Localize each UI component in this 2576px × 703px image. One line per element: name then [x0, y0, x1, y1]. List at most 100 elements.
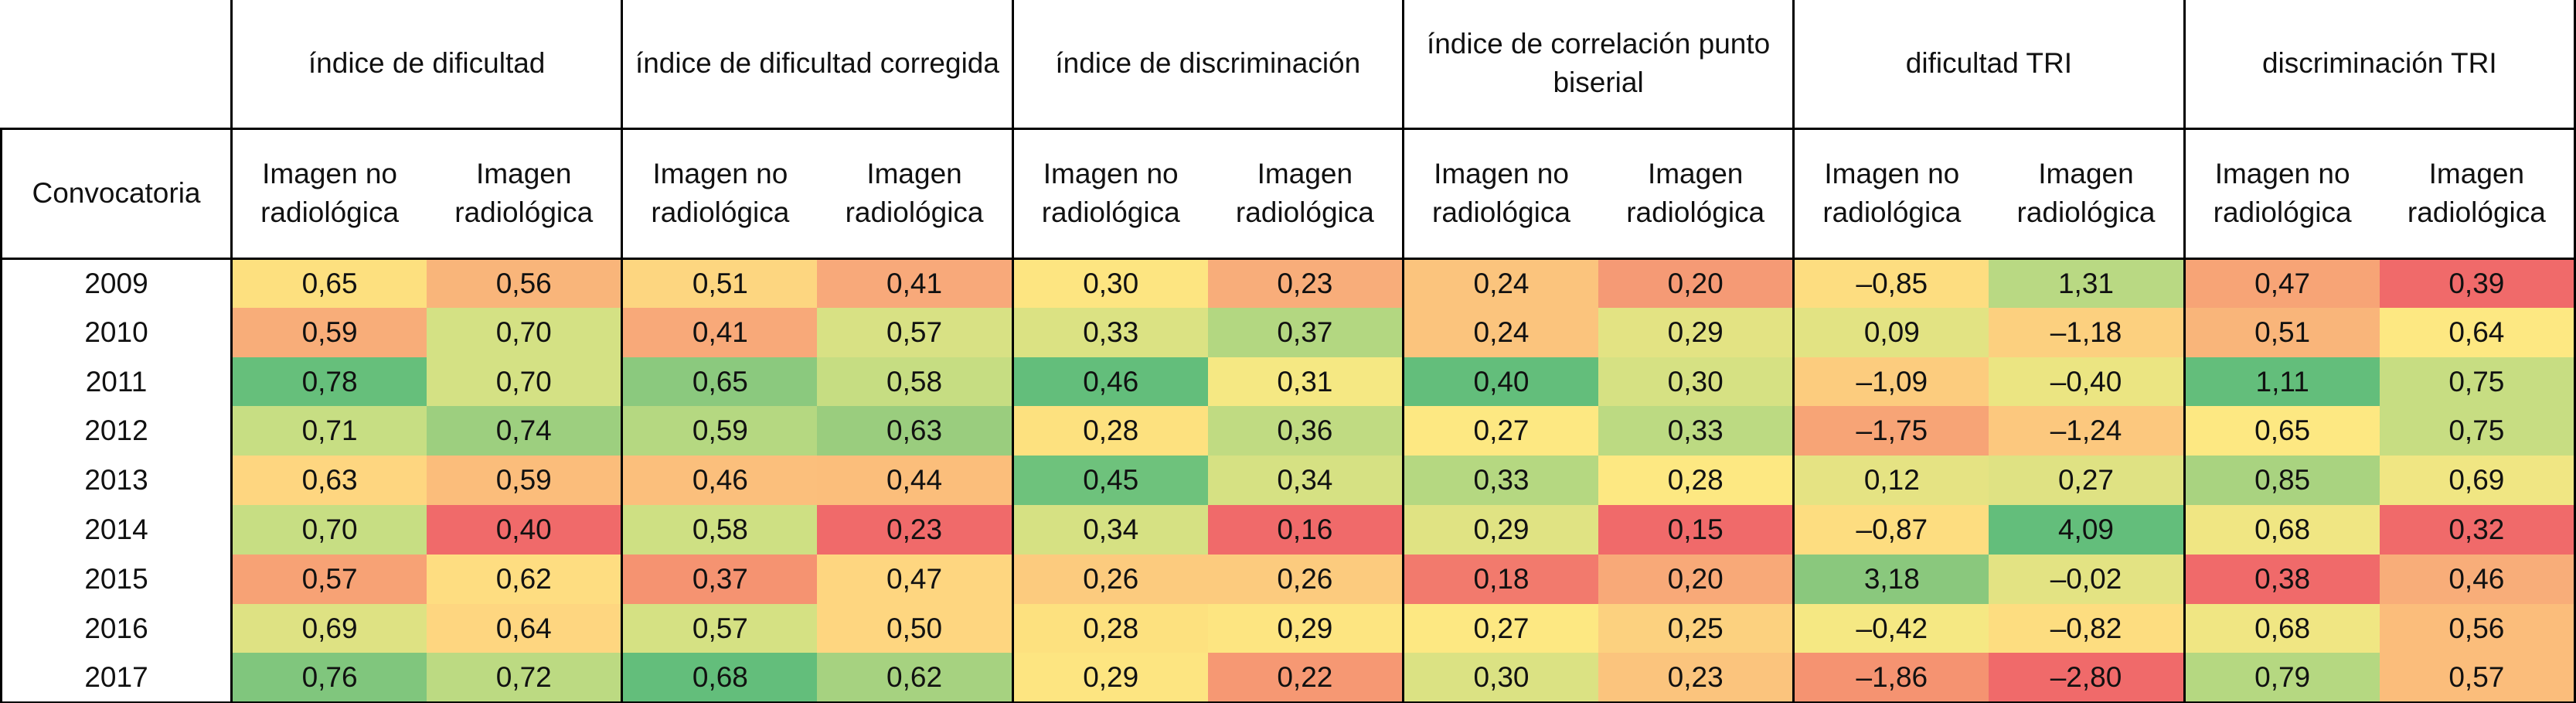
value-cell: –1,24 [1989, 406, 2186, 456]
value-cell: 0,44 [817, 456, 1014, 505]
year-cell: 2016 [0, 603, 233, 654]
value-cell: 0,62 [427, 554, 624, 604]
data-row: 2017 0,76 0,72 0,68 0,62 0,29 0,22 0,30 0,23 –1,8… [0, 653, 2576, 703]
value-cell: 0,23 [1207, 258, 1404, 308]
value-cell: 0,34 [1207, 456, 1404, 505]
year-cell: 2012 [0, 406, 233, 456]
group-header: índice de dificultad corregida [621, 0, 1014, 130]
value-cell: 0,59 [231, 307, 427, 357]
value-cell: 0,23 [1598, 653, 1795, 703]
value-cell: 0,57 [2379, 653, 2576, 703]
value-cell: 0,51 [2184, 307, 2380, 357]
value-cell: 0,28 [1598, 456, 1795, 505]
value-cell: 0,62 [817, 653, 1014, 703]
year-cell: 2015 [0, 554, 233, 604]
blank-cell [1, 0, 233, 130]
group-header: dificultad TRI [1792, 0, 2186, 130]
sub-header: Imagen radiológica [1598, 128, 1795, 260]
group-header: discriminación TRI [2183, 0, 2576, 130]
data-row: 2014 0,70 0,40 0,58 0,23 0,34 0,16 0,29 0,15 –0,8… [0, 504, 2576, 555]
sub-header: Imagen radiológica [817, 128, 1014, 260]
value-cell: 0,45 [1012, 456, 1208, 505]
value-cell: 0,16 [1207, 504, 1404, 555]
value-cell: 0,41 [621, 307, 818, 357]
value-cell: 0,75 [2379, 406, 2576, 456]
value-cell: 0,32 [2379, 504, 2576, 555]
value-cell: 0,46 [2379, 554, 2576, 604]
value-cell: 0,27 [1403, 603, 1599, 654]
value-cell: –0,40 [1989, 357, 2186, 407]
value-cell: 0,30 [1598, 357, 1795, 407]
sub-header-row: Convocatoria Imagen no radiológica Imagen … [0, 128, 2576, 260]
data-row: 2009 0,65 0,56 0,51 0,41 0,30 0,23 0,24 0,20 –0,8… [0, 258, 2576, 308]
value-cell: 0,29 [1012, 653, 1208, 703]
value-cell: 0,33 [1012, 307, 1208, 357]
value-cell: 4,09 [1989, 504, 2186, 555]
year-cell: 2013 [0, 456, 233, 505]
value-cell: 0,63 [817, 406, 1014, 456]
value-cell: 0,58 [817, 357, 1014, 407]
value-cell: 0,30 [1403, 653, 1599, 703]
value-cell: 0,29 [1403, 504, 1599, 555]
value-cell: –0,85 [1793, 258, 1989, 308]
value-cell: 0,33 [1598, 406, 1795, 456]
year-cell: 2009 [0, 258, 233, 308]
sub-header: Imagen no radiológica [1793, 128, 1989, 260]
value-cell: 0,30 [1012, 258, 1208, 308]
value-cell: 0,29 [1598, 307, 1795, 357]
value-cell: 1,11 [2184, 357, 2380, 407]
value-cell: 0,46 [1012, 357, 1208, 407]
value-cell: 0,15 [1598, 504, 1795, 555]
value-cell: 0,33 [1403, 456, 1599, 505]
value-cell: 0,70 [427, 357, 624, 407]
row-header-label: Convocatoria [0, 128, 233, 260]
value-cell: 0,40 [427, 504, 624, 555]
value-cell: 0,23 [817, 504, 1014, 555]
value-cell: –1,09 [1793, 357, 1989, 407]
value-cell: –1,75 [1793, 406, 1989, 456]
value-cell: 0,31 [1207, 357, 1404, 407]
value-cell: 0,78 [231, 357, 427, 407]
value-cell: 0,68 [621, 653, 818, 703]
sub-header: Imagen radiológica [1207, 128, 1404, 260]
value-cell: 0,27 [1989, 456, 2186, 505]
value-cell: 0,70 [427, 307, 624, 357]
value-cell: 0,38 [2184, 554, 2380, 604]
value-cell: 0,47 [817, 554, 1014, 604]
value-cell: 0,65 [2184, 406, 2380, 456]
group-header: índice de dificultad [230, 0, 624, 130]
value-cell: 0,69 [231, 603, 427, 654]
data-row: 2016 0,69 0,64 0,57 0,50 0,28 0,29 0,27 0,25 –0,4… [0, 603, 2576, 654]
value-cell: 0,20 [1598, 258, 1795, 308]
value-cell: 0,50 [817, 603, 1014, 654]
group-header-row: índice de dificultad índice de dificultad… [1, 0, 2576, 130]
value-cell: 0,28 [1012, 603, 1208, 654]
value-cell: 0,72 [427, 653, 624, 703]
value-cell: 0,27 [1403, 406, 1599, 456]
value-cell: 0,68 [2184, 504, 2380, 555]
value-cell: 0,65 [231, 258, 427, 308]
value-cell: 0,71 [231, 406, 427, 456]
value-cell: 0,70 [231, 504, 427, 555]
value-cell: 0,40 [1403, 357, 1599, 407]
sub-header: Imagen no radiológica [1012, 128, 1208, 260]
value-cell: 0,59 [427, 456, 624, 505]
value-cell: 0,22 [1207, 653, 1404, 703]
value-cell: –0,02 [1989, 554, 2186, 604]
year-cell: 2010 [0, 307, 233, 357]
value-cell: –0,82 [1989, 603, 2186, 654]
sub-header: Imagen radiológica [427, 128, 624, 260]
year-cell: 2011 [0, 357, 233, 407]
value-cell: –0,87 [1793, 504, 1989, 555]
data-row: 2011 0,78 0,70 0,65 0,58 0,46 0,31 0,40 0,30 –1,0… [0, 357, 2576, 407]
value-cell: –1,86 [1793, 653, 1989, 703]
value-cell: 0,41 [817, 258, 1014, 308]
value-cell: 0,29 [1207, 603, 1404, 654]
value-cell: 0,47 [2184, 258, 2380, 308]
group-header: índice de discriminación [1011, 0, 1404, 130]
sub-header: Imagen radiológica [2379, 128, 2576, 260]
value-cell: 0,56 [427, 258, 624, 308]
